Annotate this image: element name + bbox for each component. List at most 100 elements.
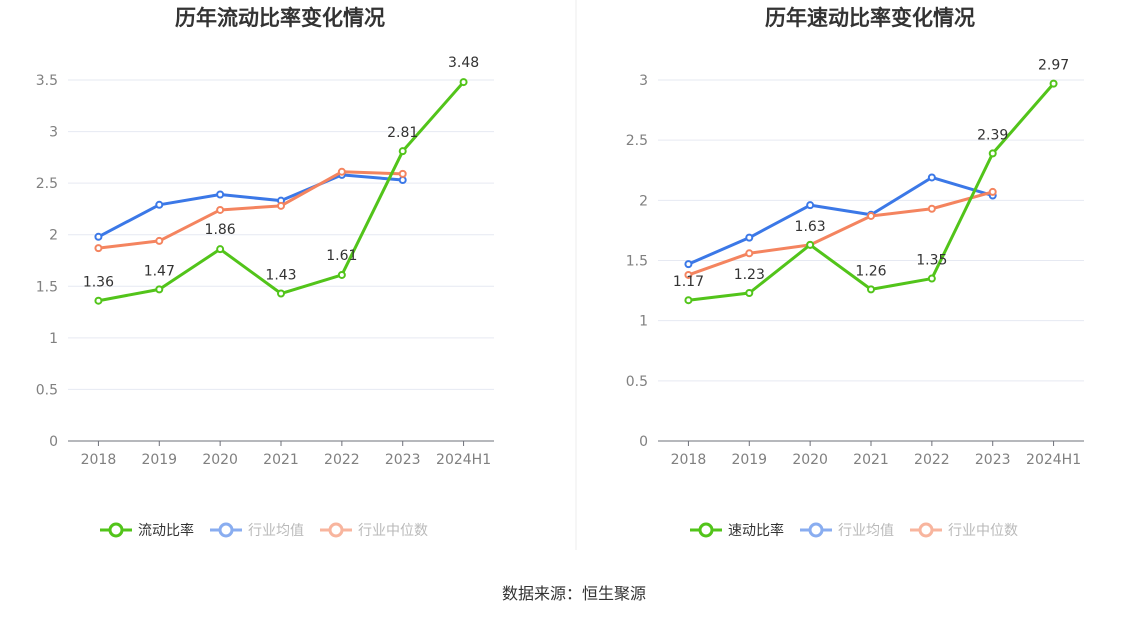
data-point — [684, 296, 693, 305]
y-tick-label: 3 — [639, 73, 648, 89]
x-tick-label: 2024H1 — [436, 452, 491, 468]
legend-item: 流动比率 — [100, 522, 194, 539]
legend-item: 速动比率 — [690, 522, 784, 539]
y-tick-label: 0 — [49, 434, 58, 450]
data-point — [155, 236, 164, 245]
y-tick-label: 2 — [49, 228, 58, 244]
x-tick-label: 2019 — [731, 452, 767, 468]
series-line-industry-median — [687, 190, 994, 277]
data-label: 1.17 — [673, 274, 704, 290]
data-point — [216, 245, 225, 254]
data-point — [337, 270, 346, 279]
x-tick-label: 2019 — [141, 452, 177, 468]
legend-label: 行业中位数 — [358, 523, 428, 539]
x-tick-label: 2023 — [975, 452, 1011, 468]
x-tick-label: 2023 — [385, 452, 421, 468]
data-point — [1049, 79, 1058, 88]
legend-item: 行业均值 — [210, 522, 304, 539]
data-point — [277, 201, 285, 210]
data-point — [867, 285, 875, 294]
y-tick-label: 1.5 — [36, 279, 58, 295]
data-point — [745, 249, 754, 258]
data-point — [684, 270, 693, 279]
data-point — [155, 285, 164, 294]
data-point — [94, 232, 103, 241]
current-ratio-title: 历年流动比率变化情况 — [175, 6, 385, 30]
data-label: 1.36 — [83, 275, 114, 291]
data-point — [398, 147, 407, 156]
data-label: 2.97 — [1038, 58, 1069, 74]
data-point — [927, 173, 936, 182]
data-label: 1.63 — [795, 219, 826, 235]
data-point — [806, 201, 815, 210]
legend-item: 行业中位数 — [320, 522, 428, 539]
data-point — [216, 205, 225, 214]
data-source: 数据来源：恒生聚源 — [502, 584, 646, 603]
legend-swatch-marker — [328, 522, 344, 538]
legend-swatch-marker — [698, 522, 714, 538]
quick-ratio-title: 历年速动比率变化情况 — [765, 6, 975, 30]
data-label: 1.23 — [734, 267, 765, 283]
legend-item: 行业中位数 — [910, 522, 1018, 539]
series-line-industry-average — [687, 175, 994, 266]
data-point — [216, 190, 225, 199]
y-tick-label: 1.5 — [626, 254, 648, 270]
data-point — [745, 233, 754, 242]
data-label: 1.35 — [916, 253, 947, 269]
series-line-industry-median — [98, 170, 403, 250]
legend-item: 行业均值 — [800, 522, 894, 539]
data-point — [927, 274, 936, 283]
data-point — [337, 167, 346, 176]
data-label: 2.39 — [977, 127, 1008, 143]
legend-label: 行业中位数 — [948, 523, 1018, 539]
x-tick-label: 2021 — [853, 452, 889, 468]
data-point — [398, 169, 407, 178]
y-tick-label: 2.5 — [626, 133, 648, 149]
data-point — [988, 187, 997, 196]
data-point — [155, 200, 164, 209]
y-tick-label: 2.5 — [36, 176, 58, 192]
data-label: 3.48 — [448, 55, 479, 71]
x-tick-label: 2022 — [914, 452, 950, 468]
data-label: 1.86 — [205, 222, 236, 238]
data-point — [277, 289, 285, 298]
legend-swatch-marker — [918, 522, 934, 538]
data-point — [927, 204, 936, 213]
data-label: 2.81 — [387, 125, 418, 141]
y-tick-label: 0.5 — [36, 382, 58, 398]
current-ratio-chart: 历年流动比率变化情况 0 0.5 1 1.5 2 2.5 3 3.5 2018 2019 2020 20… — [36, 6, 494, 539]
legend-label: 速动比率 — [728, 522, 784, 539]
x-tick-label: 2022 — [324, 452, 360, 468]
y-tick-label: 1 — [639, 314, 648, 330]
legend-label: 行业均值 — [838, 523, 894, 539]
legend-swatch-marker — [218, 522, 234, 538]
y-tick-label: 0.5 — [626, 374, 648, 390]
quick-ratio-chart: 历年速动比率变化情况 0 0.5 1 1.5 2 2.5 3 2018 2019 2020 2021 2… — [626, 6, 1084, 539]
data-point — [459, 78, 468, 87]
legend-swatch-marker — [108, 522, 124, 538]
x-tick-label: 2018 — [81, 452, 117, 468]
y-tick-label: 3 — [49, 125, 58, 141]
data-label: 1.47 — [144, 263, 175, 279]
data-point — [988, 149, 997, 158]
data-point — [398, 176, 407, 185]
data-point — [745, 288, 754, 297]
data-point — [94, 244, 103, 253]
legend-label: 行业均值 — [248, 523, 304, 539]
data-point — [684, 260, 693, 269]
y-tick-label: 1 — [49, 331, 58, 347]
data-point — [806, 240, 815, 249]
legend-label: 流动比率 — [138, 522, 194, 539]
data-point — [94, 296, 103, 305]
series-line-industry-average — [97, 173, 403, 239]
data-label: 1.26 — [855, 263, 886, 279]
x-tick-label: 2020 — [792, 452, 828, 468]
data-label: 1.61 — [326, 248, 357, 264]
x-tick-label: 2024H1 — [1026, 452, 1081, 468]
y-tick-label: 3.5 — [36, 73, 58, 89]
x-tick-label: 2020 — [202, 452, 238, 468]
legend-swatch-marker — [808, 522, 824, 538]
x-tick-label: 2018 — [671, 452, 707, 468]
y-tick-label: 2 — [639, 193, 648, 209]
